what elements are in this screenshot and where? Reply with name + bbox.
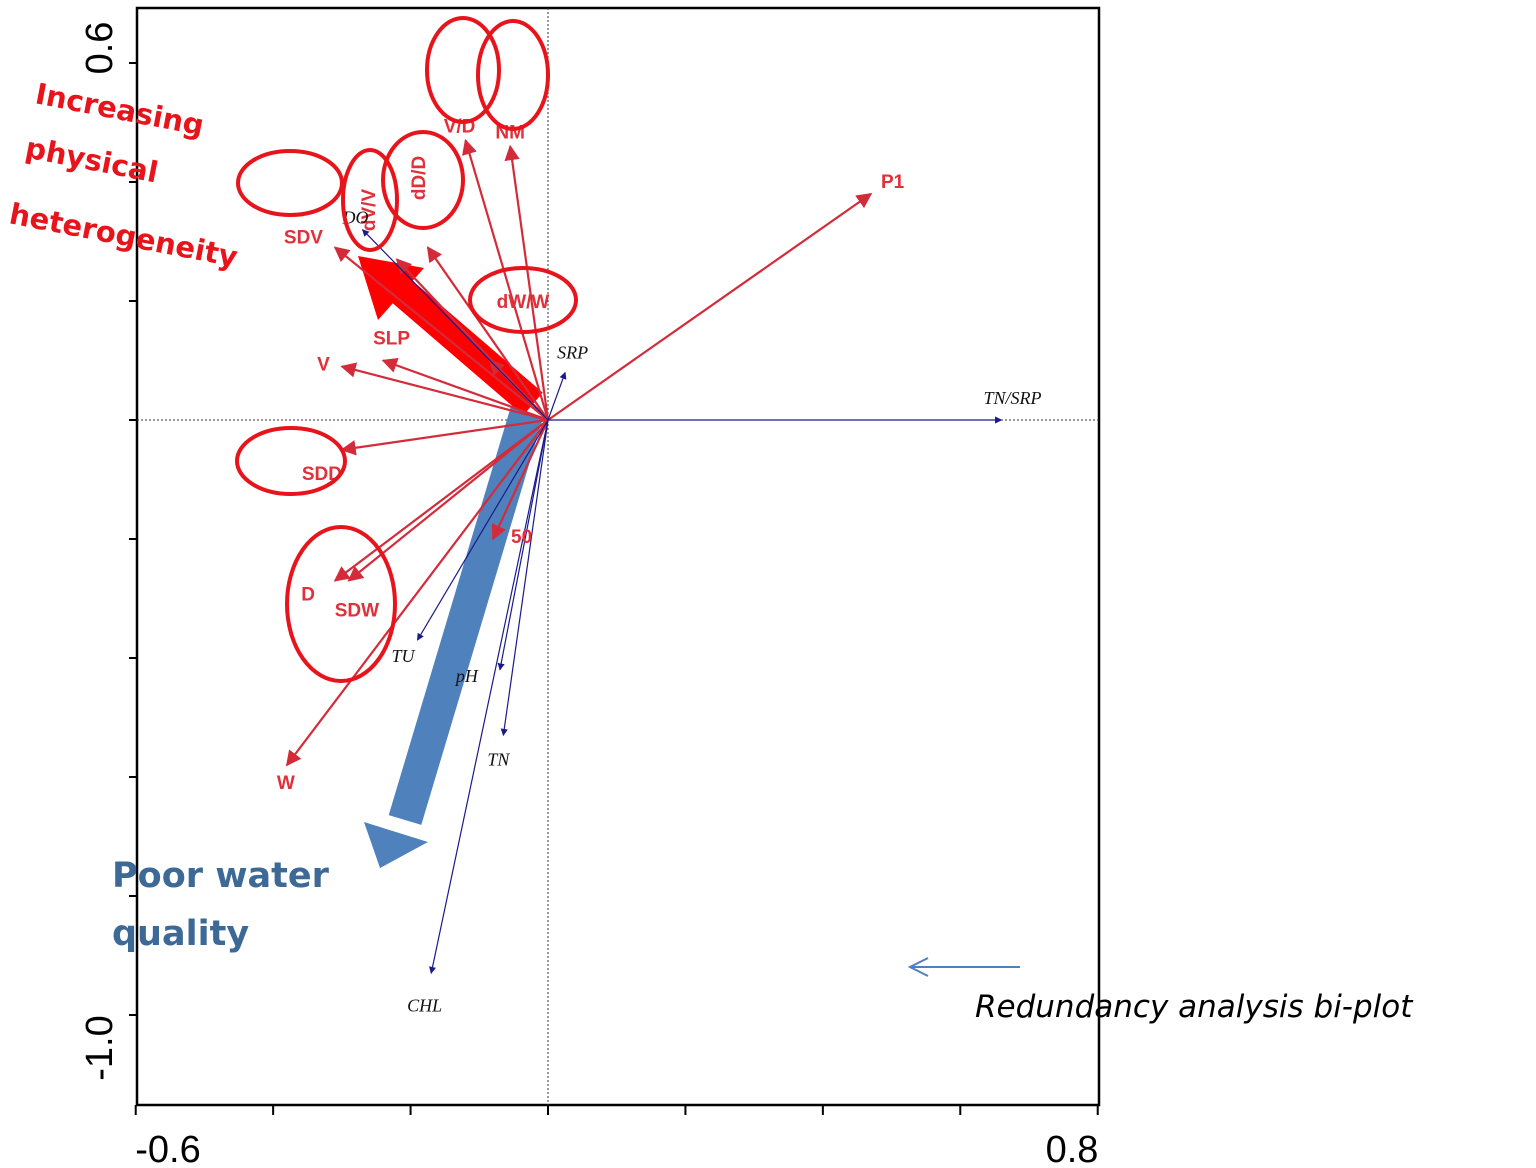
vector-v-d [462,138,550,421]
vector-ph [497,419,549,671]
vector-labels: V/D NMP1dD/DdV/VSDVdW/WSLPVSDDDSDW50WDOSR… [277,116,1042,1015]
highlight-ellipse-dvv [341,148,399,252]
highlight-ellipses [235,16,578,683]
highlight-ellipse-sdv [236,149,344,217]
vector-label-sdw: SDW [335,601,379,622]
vector-label-d: D [301,585,315,606]
vector-label-dv-v: dV/V [359,189,380,232]
heterogeneity-line-3: heterogeneity [7,196,241,274]
vector-label-w: W [277,773,295,794]
vector-50 [491,419,549,541]
caption-pointer-arrow [907,957,1020,977]
y-tick-label-max: 0.6 [79,22,121,75]
vector-label-v: V [317,354,330,375]
vector-nm [504,144,550,421]
highlight-ellipse-dww [468,266,578,334]
water-quality-vectors [361,229,1003,975]
vector-label-chl: CHL [407,995,442,1015]
vector-sdd [340,418,549,456]
vector-label-dd-d: dD/D [409,156,430,200]
vector-srp [547,371,567,421]
vector-label-do: DO [341,208,368,228]
heterogeneity-line-2: physical [23,130,161,189]
vector-label-dw-w: dW/W [497,292,550,313]
axis-ticks [129,62,1099,1115]
heterogeneity-annotation: Increasing physical heterogeneity [7,76,241,274]
vector-do [361,229,549,421]
water-quality-line-2: quality [112,914,249,954]
vector-sdv [333,246,549,421]
vector-label-p1: P1 [881,172,905,193]
chart-caption: Redundancy analysis bi-plot [975,989,1414,1025]
vector-label-srp: SRP [557,342,588,362]
highlight-ellipse-d-sdw [285,525,397,683]
vector-label-tn: TN [487,749,510,769]
vector-v [340,362,549,422]
vector-label-sdv: SDV [284,227,323,248]
highlight-ellipse-vd [425,16,501,124]
y-tick-label-min: -1.0 [79,1015,121,1080]
vector-label-tu: TU [391,646,415,666]
water-quality-line-1: Poor water [112,856,330,896]
vector-w [285,419,549,767]
physical-vectors [285,138,873,767]
water-quality-arrow [364,407,544,868]
highlight-ellipse-ddd [381,130,465,230]
vector-d [333,419,549,582]
x-tick-label-max: 0.8 [1046,1129,1099,1168]
vector-slp [381,357,549,422]
vector-chl [429,419,549,975]
highlight-ellipse-sdd [235,426,347,496]
x-tick-label-min: -0.6 [135,1129,200,1168]
vector-tn [500,419,549,737]
vector-p1 [547,192,873,421]
plot-frame [135,6,1101,1107]
vector-label-sdd: SDD [302,464,342,485]
vector-label-50: 50 [511,527,532,548]
vector-dd-d [426,246,549,421]
water-quality-annotation: Poor water quality [112,856,330,954]
highlight-ellipse-nm [476,19,550,131]
heterogeneity-line-1: Increasing [33,76,207,142]
vector-label-slp: SLP [373,329,410,350]
vector-label-tn-srp: TN/SRP [984,388,1042,408]
vector-label-ph: pH [454,666,479,686]
vector-tu [416,419,549,641]
